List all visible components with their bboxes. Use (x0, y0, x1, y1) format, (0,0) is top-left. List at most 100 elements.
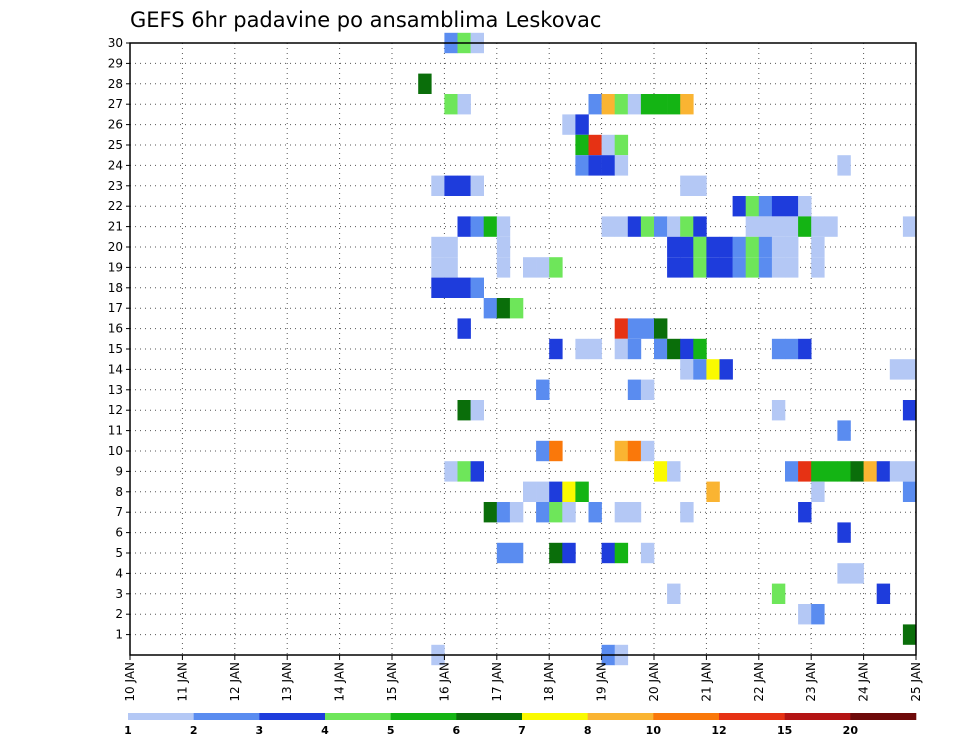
y-tick-label: 12 (108, 403, 123, 417)
heatmap-cell (614, 216, 629, 237)
heatmap-cell (654, 461, 668, 482)
heatmap-cell (837, 563, 851, 584)
heatmap-cell (640, 440, 655, 462)
heatmap-cell (771, 236, 786, 258)
heatmap-cell (798, 461, 812, 482)
x-axis-ticks: 10 JAN 11 JAN 12 JAN 13 JAN 14 JAN 15 JAN 16 J… (123, 655, 923, 702)
heatmap-cell (614, 440, 629, 462)
heatmap-cell (627, 94, 642, 115)
heatmap-cell (614, 502, 629, 523)
heatmap-cell (654, 318, 668, 339)
heatmap-cell (562, 542, 576, 564)
heatmap-cell (640, 542, 655, 564)
heatmap-cell (627, 216, 642, 237)
heatmap-cell (785, 216, 799, 237)
heatmap-cell (444, 94, 458, 115)
heatmap-cell (798, 216, 812, 237)
heatmap-cell (614, 134, 629, 156)
heatmap-cell (496, 236, 511, 258)
x-tick-label: 19 JAN (595, 662, 609, 702)
colorbar-label: 10 (646, 724, 662, 737)
y-tick-label: 22 (108, 199, 123, 213)
y-tick-label: 10 (108, 444, 123, 458)
heatmap-cell (667, 94, 681, 115)
y-tick-label: 5 (115, 546, 123, 560)
heatmap-cell (431, 277, 445, 298)
heatmap-cells (418, 32, 917, 666)
heatmap-cell (496, 502, 511, 523)
heatmap-cell (693, 359, 707, 380)
heatmap-cell (745, 216, 760, 237)
y-tick-label: 24 (108, 158, 123, 172)
heatmap-cell (667, 461, 681, 482)
heatmap-cell (562, 114, 576, 135)
x-tick-label: 22 JAN (752, 662, 766, 702)
y-tick-label: 29 (108, 56, 123, 70)
heatmap-cell (536, 481, 550, 502)
colorbar-label: 5 (387, 724, 395, 737)
heatmap-cell (771, 257, 786, 278)
y-tick-label: 18 (108, 281, 123, 295)
heatmap-cell (457, 216, 471, 237)
colorbar-swatch (390, 713, 457, 720)
heatmap-cell (457, 277, 471, 298)
heatmap-cell (496, 216, 511, 237)
colorbar-label: 2 (190, 724, 198, 737)
x-tick-label: 21 JAN (699, 662, 713, 702)
colorbar-label: 20 (843, 724, 859, 737)
heatmap-cell (719, 359, 733, 380)
colorbar-swatch (325, 713, 391, 720)
chart-title: GEFS 6hr padavine po ansamblima Leskovac (130, 8, 601, 32)
heatmap-cell (457, 400, 471, 421)
y-tick-label: 4 (115, 566, 123, 580)
colorbar-label: 8 (584, 724, 592, 737)
heatmap-cell (719, 236, 733, 258)
heatmap-cell (719, 257, 733, 278)
heatmap-cell (798, 196, 812, 217)
heatmap-cell (549, 542, 563, 564)
y-tick-label: 2 (115, 607, 123, 621)
heatmap-cell (771, 216, 786, 237)
heatmap-cell (758, 236, 773, 258)
heatmap-cell (902, 481, 917, 502)
heatmap-cell (745, 196, 760, 217)
heatmap-cell (706, 481, 720, 502)
heatmap-cell (614, 94, 629, 115)
heatmap-cell (601, 542, 615, 564)
heatmap-cell (588, 502, 602, 523)
heatmap-cell (640, 216, 655, 237)
heatmap-cell (811, 604, 825, 625)
heatmap-cell (483, 502, 498, 523)
heatmap-cell (798, 502, 812, 523)
colorbar-label: 15 (777, 724, 792, 737)
heatmap-cell (627, 338, 642, 360)
heatmap-cell (902, 624, 917, 645)
heatmap-cell (549, 338, 563, 360)
heatmap-cell (614, 155, 629, 176)
heatmap-cell (863, 461, 877, 482)
heatmap-cell (654, 338, 668, 360)
y-tick-label: 17 (108, 301, 123, 315)
colorbar-label: 1 (124, 724, 132, 737)
heatmap-cell (536, 379, 550, 400)
colorbar-swatch (456, 713, 523, 720)
heatmap-cell (654, 94, 668, 115)
heatmap-cell (575, 155, 589, 176)
heatmap-cell (732, 196, 746, 217)
heatmap-cell (680, 94, 694, 115)
y-tick-label: 20 (108, 240, 123, 254)
y-tick-label: 27 (108, 97, 123, 111)
heatmap-cell (758, 216, 773, 237)
x-tick-label: 24 JAN (857, 662, 871, 702)
heatmap-cell (758, 196, 773, 217)
heatmap-cell (444, 236, 458, 258)
y-tick-label: 13 (108, 383, 123, 397)
heatmap-cell (496, 257, 511, 278)
heatmap-cell (588, 338, 602, 360)
heatmap-cell (654, 216, 668, 237)
heatmap-cell (798, 604, 812, 625)
heatmap-cell (680, 359, 694, 380)
heatmap-cell (785, 461, 799, 482)
heatmap-cell (876, 461, 891, 482)
heatmap-cell (667, 338, 681, 360)
